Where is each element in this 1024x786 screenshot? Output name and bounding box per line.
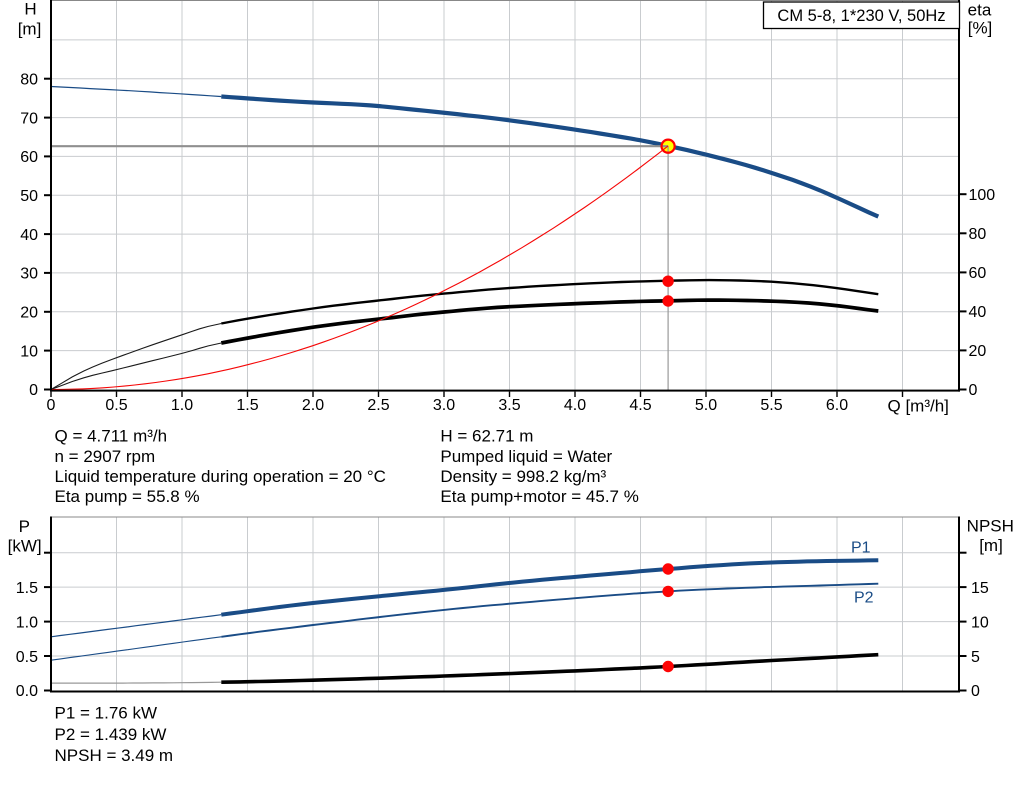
svg-text:60: 60 xyxy=(20,149,38,166)
svg-text:0.0: 0.0 xyxy=(16,683,38,700)
svg-text:Eta pump = 55.8 %: Eta pump = 55.8 % xyxy=(55,487,200,506)
svg-text:1.5: 1.5 xyxy=(16,580,38,597)
svg-text:60: 60 xyxy=(969,265,987,282)
svg-text:20: 20 xyxy=(969,343,987,360)
svg-text:0: 0 xyxy=(969,382,978,399)
svg-text:3.5: 3.5 xyxy=(498,397,520,414)
svg-text:1.0: 1.0 xyxy=(171,397,193,414)
svg-text:0.5: 0.5 xyxy=(105,397,127,414)
svg-text:2.5: 2.5 xyxy=(367,397,389,414)
svg-text:P: P xyxy=(19,517,30,536)
svg-text:Density = 998.2 kg/m³: Density = 998.2 kg/m³ xyxy=(440,467,606,486)
svg-text:[m]: [m] xyxy=(979,536,1003,555)
svg-text:P1: P1 xyxy=(851,540,871,557)
svg-text:1.5: 1.5 xyxy=(236,397,258,414)
svg-text:6.0: 6.0 xyxy=(826,397,848,414)
svg-text:40: 40 xyxy=(969,304,987,321)
svg-text:eta: eta xyxy=(968,1,992,20)
svg-text:40: 40 xyxy=(20,227,38,244)
svg-text:n = 2907 rpm: n = 2907 rpm xyxy=(55,447,156,466)
svg-text:0: 0 xyxy=(47,397,56,414)
svg-text:CM 5-8, 1*230 V, 50Hz: CM 5-8, 1*230 V, 50Hz xyxy=(777,7,945,25)
svg-text:[kW]: [kW] xyxy=(8,536,42,555)
svg-text:Pumped liquid = Water: Pumped liquid = Water xyxy=(440,447,612,466)
svg-text:NPSH: NPSH xyxy=(967,517,1014,536)
svg-text:20: 20 xyxy=(20,305,38,322)
svg-text:2.0: 2.0 xyxy=(302,397,324,414)
svg-text:50: 50 xyxy=(20,188,38,205)
svg-text:5: 5 xyxy=(971,649,980,666)
svg-text:[m]: [m] xyxy=(18,19,42,38)
svg-text:80: 80 xyxy=(20,71,38,88)
svg-text:10: 10 xyxy=(971,614,989,631)
svg-text:Q [m³/h]: Q [m³/h] xyxy=(888,397,949,416)
svg-text:NPSH = 3.49 m: NPSH = 3.49 m xyxy=(55,746,174,765)
svg-text:P1 = 1.76 kW: P1 = 1.76 kW xyxy=(55,704,158,723)
svg-text:Liquid temperature during oper: Liquid temperature during operation = 20… xyxy=(55,467,386,486)
svg-text:30: 30 xyxy=(20,266,38,283)
svg-text:3.0: 3.0 xyxy=(433,397,455,414)
svg-text:5.5: 5.5 xyxy=(760,397,782,414)
svg-text:0: 0 xyxy=(971,683,980,700)
svg-text:80: 80 xyxy=(969,226,987,243)
svg-text:Q = 4.711 m³/h: Q = 4.711 m³/h xyxy=(55,427,168,446)
svg-text:H = 62.71 m: H = 62.71 m xyxy=(440,427,533,446)
svg-text:5.0: 5.0 xyxy=(695,397,717,414)
svg-text:4.0: 4.0 xyxy=(564,397,586,414)
svg-text:[%]: [%] xyxy=(968,19,993,38)
svg-text:Eta pump+motor = 45.7 %: Eta pump+motor = 45.7 % xyxy=(440,487,638,506)
svg-text:15: 15 xyxy=(971,580,989,597)
svg-text:100: 100 xyxy=(969,187,996,204)
svg-text:0.5: 0.5 xyxy=(16,649,38,666)
svg-text:70: 70 xyxy=(20,110,38,127)
svg-text:1.0: 1.0 xyxy=(16,614,38,631)
svg-text:10: 10 xyxy=(20,343,38,360)
svg-text:P2: P2 xyxy=(854,590,874,607)
svg-text:4.5: 4.5 xyxy=(629,397,651,414)
svg-text:P2 = 1.439 kW: P2 = 1.439 kW xyxy=(55,725,167,744)
svg-text:0: 0 xyxy=(29,382,38,399)
svg-text:H: H xyxy=(24,0,36,19)
